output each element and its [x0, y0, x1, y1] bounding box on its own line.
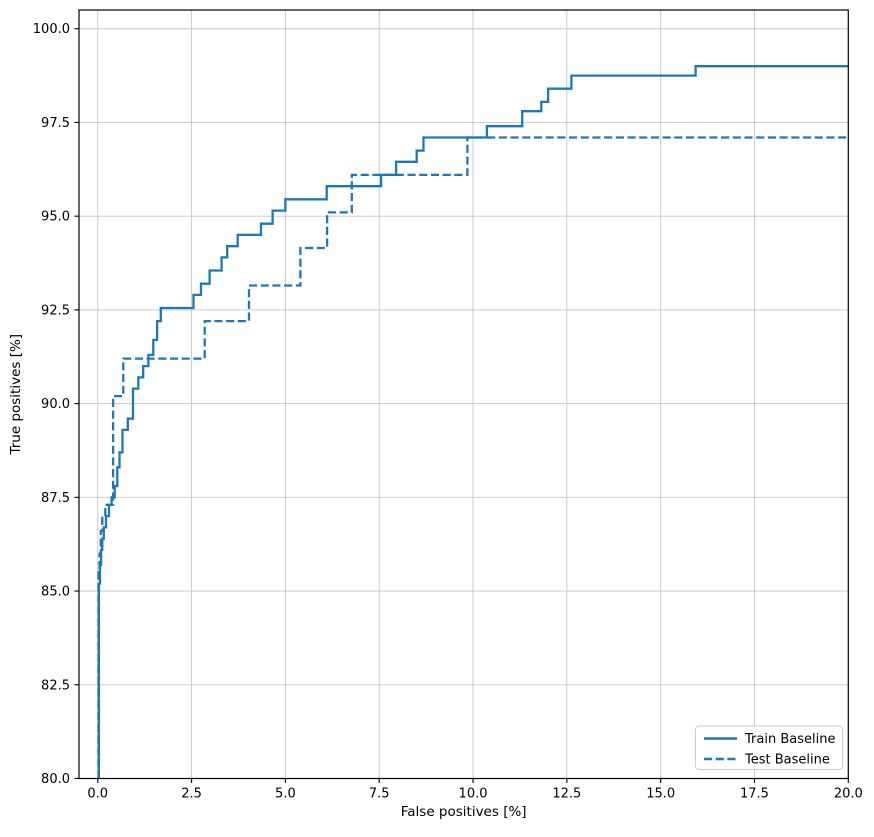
y-tick-label: 92.5 — [41, 303, 70, 318]
y-tick-label: 87.5 — [41, 491, 70, 506]
y-tick-label: 100.0 — [33, 22, 70, 37]
y-axis-label: True positives [%] — [8, 334, 24, 456]
tick-labels: 0.0 2.5 5.0 7.5 10.0 12.5 15.0 17.5 20.0 80.0 82.5… — [33, 22, 863, 801]
legend-item-test-baseline: Test Baseline — [704, 753, 830, 768]
x-tick-label: 2.5 — [181, 787, 202, 802]
y-tick-label: 90.0 — [41, 397, 70, 412]
legend-item-train-baseline: Train Baseline — [704, 732, 835, 747]
x-tick-label: 15.0 — [646, 787, 675, 802]
x-tick-label: 5.0 — [275, 787, 296, 802]
x-axis-label: False positives [%] — [401, 804, 527, 820]
y-tick-label: 95.0 — [41, 210, 70, 225]
y-tick-label: 97.5 — [41, 116, 70, 131]
legend: Train Baseline Test Baseline — [695, 725, 843, 770]
axes-spines — [78, 9, 849, 780]
test-baseline-curve — [97, 136, 849, 779]
x-tick-label: 17.5 — [740, 787, 769, 802]
x-tick-label: 10.0 — [459, 787, 488, 802]
grid — [79, 10, 849, 779]
y-tick-label: 85.0 — [41, 585, 70, 600]
x-tick-label: 12.5 — [552, 787, 581, 802]
x-tick-label: 20.0 — [834, 787, 863, 802]
tick-marks — [74, 28, 849, 783]
x-tick-label: 7.5 — [369, 787, 390, 802]
legend-label: Train Baseline — [744, 732, 835, 747]
y-tick-label: 82.5 — [41, 678, 70, 693]
y-tick-label: 80.0 — [41, 772, 70, 787]
legend-label: Test Baseline — [744, 753, 830, 768]
x-tick-label: 0.0 — [87, 787, 108, 802]
